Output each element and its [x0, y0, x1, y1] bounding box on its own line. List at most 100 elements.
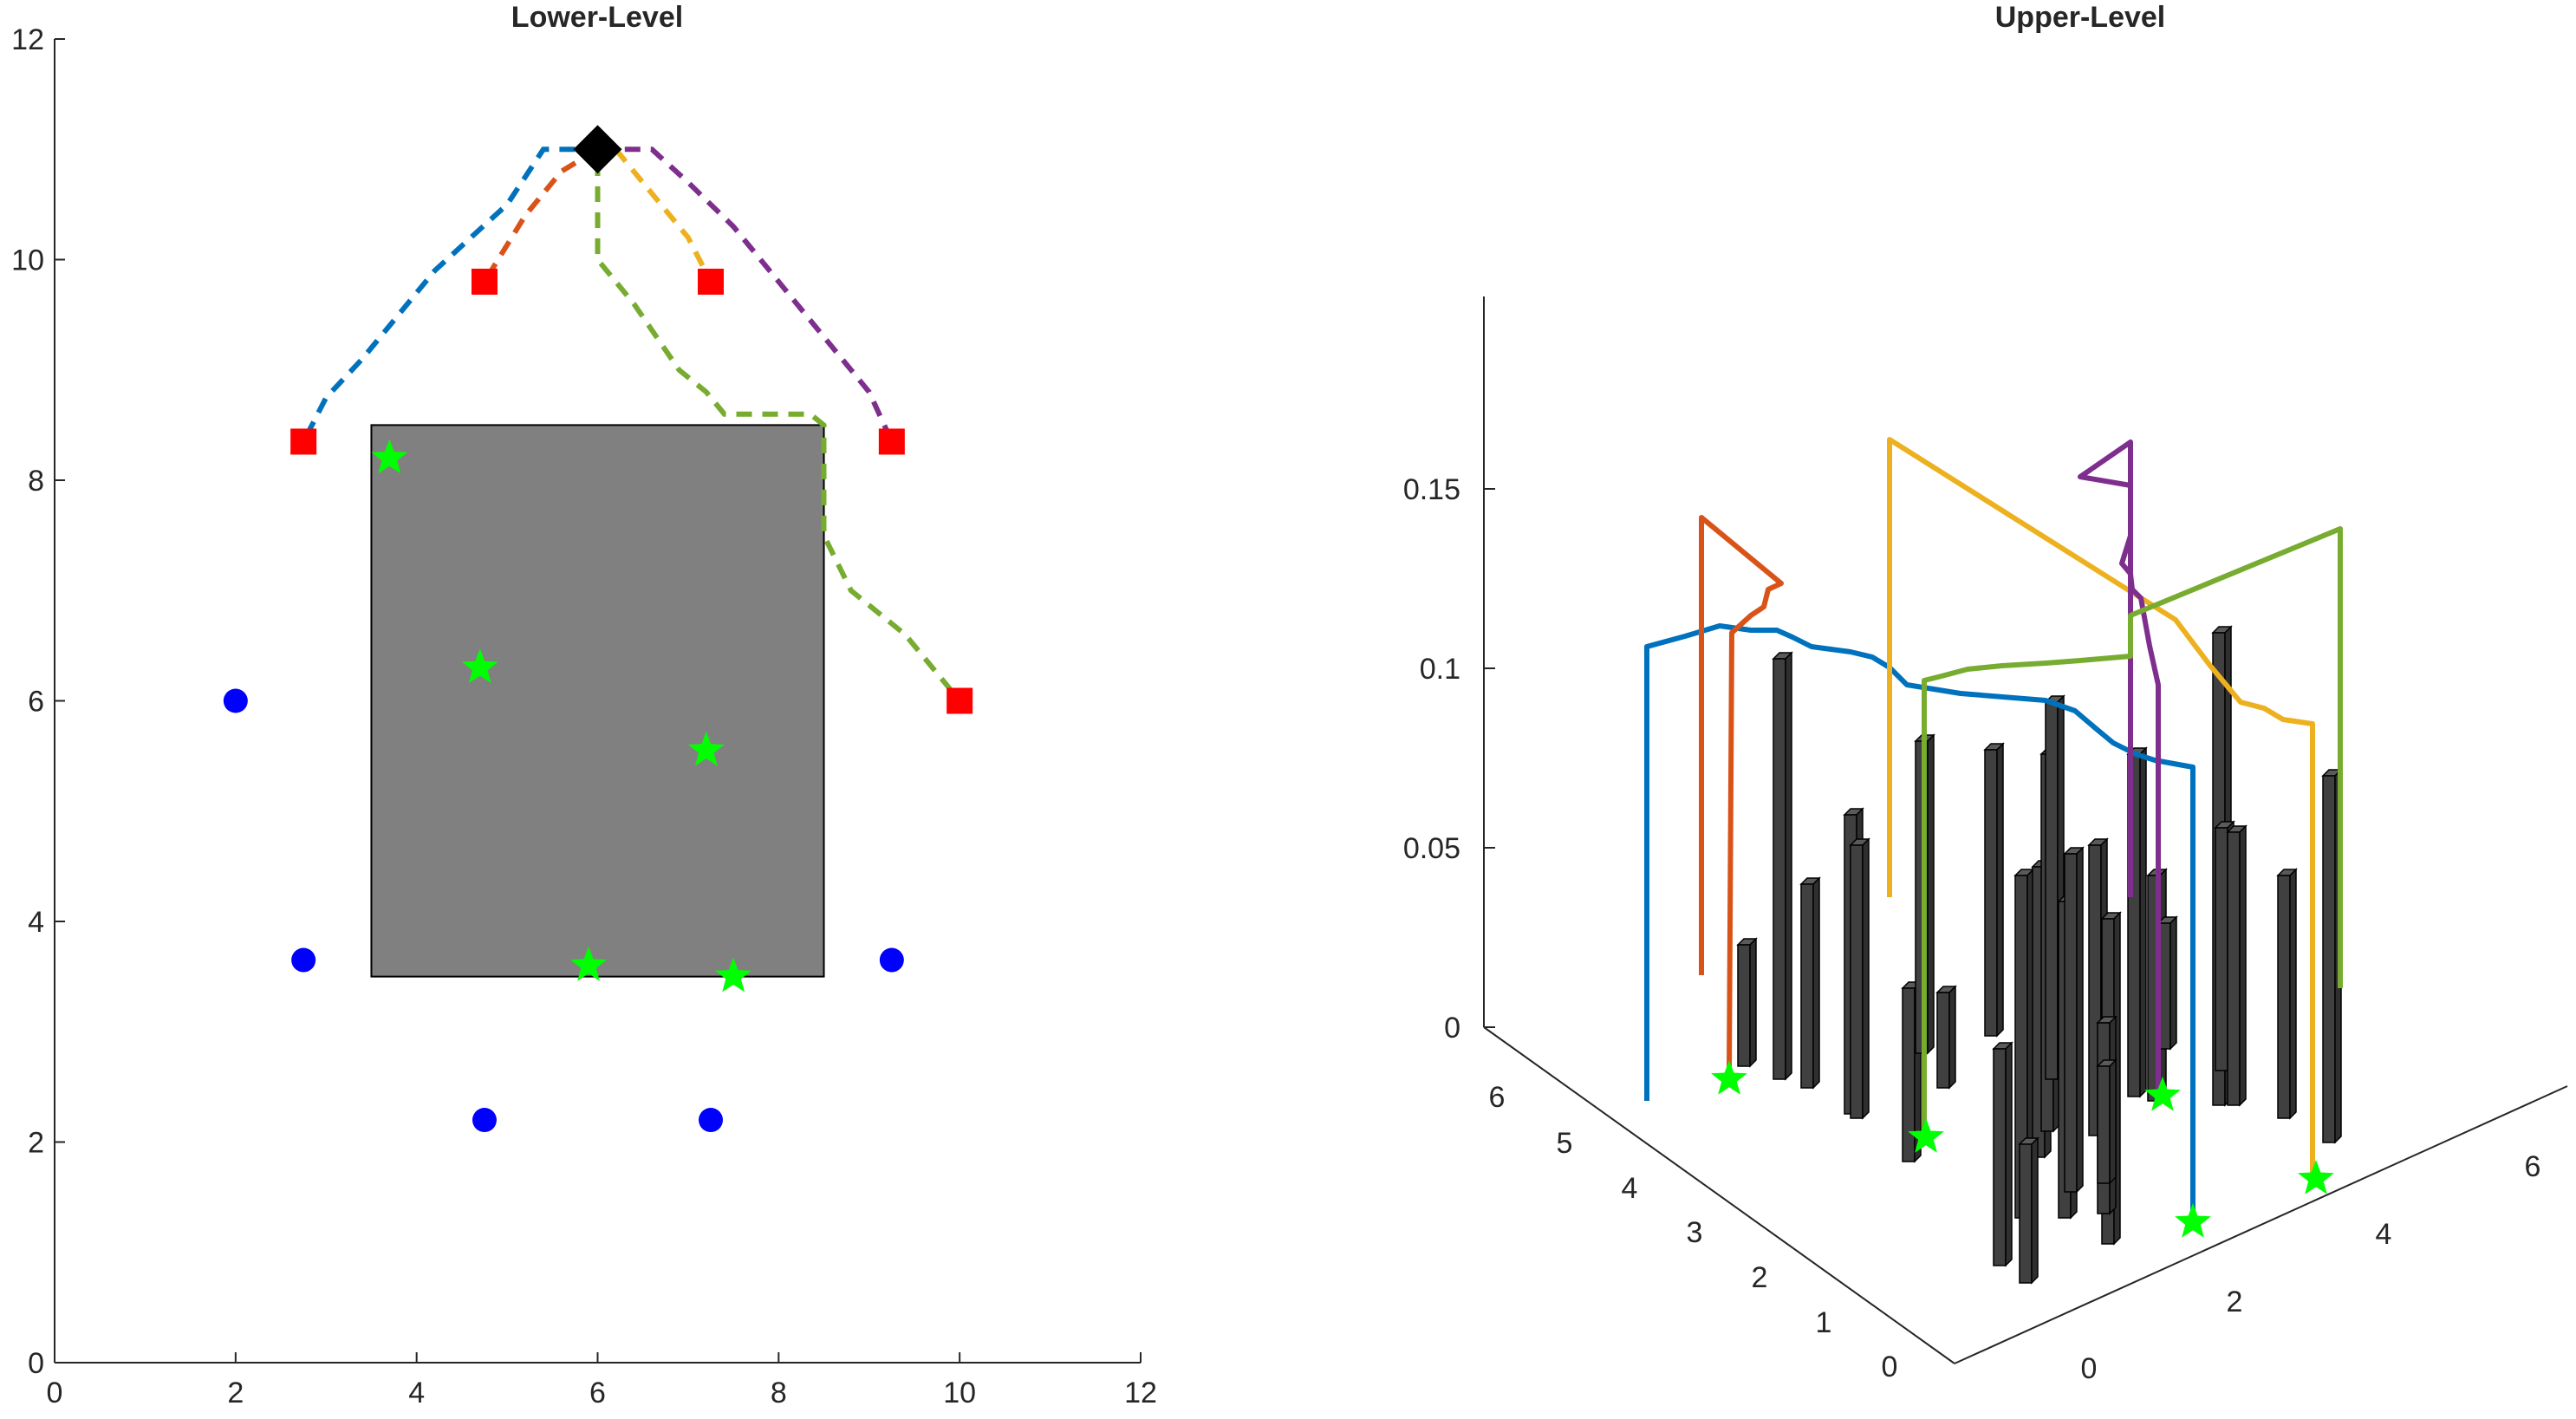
- y-tick-label: 0: [28, 1347, 44, 1380]
- y-tick-label: 4: [1622, 1172, 1638, 1205]
- circle-marker: [472, 1108, 497, 1133]
- upper-level-axes: 0 0.05 0.1 0.15 0 1 2 3 4 5 6 0 2 4 6: [1403, 296, 2568, 1385]
- star-marker: [1908, 1118, 1944, 1153]
- upper-path-5: [1922, 526, 2343, 1140]
- x-tick-label: 6: [2525, 1150, 2541, 1183]
- y-tick-label: 3: [1687, 1216, 1703, 1249]
- square-marker: [878, 428, 905, 455]
- obstacle-rect: [370, 424, 825, 978]
- bar-front: [1993, 1048, 2007, 1266]
- star-marker: [570, 946, 607, 981]
- bar-side: [2076, 846, 2084, 1194]
- upper-level-plot-area: [1644, 437, 2343, 1285]
- bar-front: [2045, 701, 2059, 1080]
- x-tick-label: 0: [2081, 1352, 2098, 1385]
- y-tick-label: 12: [11, 23, 44, 56]
- bar-front: [1902, 987, 1916, 1162]
- upper-path-2: [1699, 515, 1784, 1071]
- x-tick-label: 4: [408, 1377, 425, 1409]
- bar-front: [2227, 831, 2241, 1106]
- bar-front: [1984, 749, 1998, 1037]
- square-marker: [698, 268, 725, 295]
- lower-level-plot-area: [223, 125, 973, 1133]
- bar-front: [1773, 658, 1786, 1080]
- lower-path-1: [301, 146, 576, 443]
- x-tick-label: 8: [771, 1377, 787, 1409]
- x-axis-line: [1954, 1085, 2568, 1364]
- y-tick-label: 2: [28, 1127, 44, 1160]
- lower-level-axes: 0 2 4 6 8 10 12 0 2 4 6 8 10 12: [11, 23, 1157, 1409]
- bar-side: [2239, 824, 2247, 1107]
- z-tick-label: 0: [1444, 1012, 1460, 1045]
- square-marker: [946, 687, 973, 714]
- x-tick-label: 4: [2376, 1218, 2392, 1251]
- y-tick-label: 4: [28, 906, 44, 939]
- z-tick-label: 0.1: [1420, 653, 1460, 686]
- star-marker: [2144, 1077, 2181, 1111]
- lower-level-title: Lower-Level: [511, 1, 683, 34]
- square-marker: [290, 428, 317, 455]
- y-tick-label: 8: [28, 465, 44, 498]
- x-tick-label: 10: [943, 1377, 976, 1409]
- y-tick-label: 6: [1489, 1081, 1506, 1114]
- star-marker: [715, 957, 751, 993]
- lower-path-2: [482, 146, 600, 283]
- x-tick-label: 12: [1124, 1377, 1157, 1409]
- y-axis-line: [1483, 1026, 1955, 1364]
- bar-side: [2031, 1136, 2039, 1285]
- circle-marker: [291, 947, 316, 973]
- y-tick-label: 5: [1557, 1127, 1573, 1160]
- bar-front: [1850, 844, 1864, 1119]
- bar-side: [2005, 1041, 2013, 1267]
- y-tick-label: 0: [1882, 1351, 1898, 1383]
- upper-path-4: [2078, 439, 2161, 1097]
- lower-level-panel: Lower-Level 0 2 4 6 8 10 12 0 2 4 6 8 10 12: [11, 1, 1157, 1409]
- x-tick-label: 0: [47, 1377, 63, 1409]
- square-marker: [471, 268, 498, 295]
- star-marker: [461, 648, 498, 684]
- star-marker: [371, 439, 408, 474]
- bar-side: [1862, 837, 1870, 1120]
- depot-diamond: [573, 125, 622, 174]
- bar-front: [1936, 992, 1950, 1089]
- circle-marker: [223, 688, 248, 713]
- x-tick-label: 6: [589, 1377, 606, 1409]
- bar-side: [1948, 985, 1956, 1090]
- lower-path-3: [614, 147, 713, 283]
- bar-front: [2064, 853, 2078, 1193]
- star-marker: [2298, 1160, 2334, 1194]
- star-marker: [2175, 1203, 2211, 1238]
- bar-front: [2322, 775, 2336, 1143]
- bar-front: [2215, 827, 2228, 1071]
- bar-side: [2109, 1058, 2117, 1185]
- star-marker: [1711, 1060, 1747, 1095]
- bar-side: [2139, 746, 2147, 1098]
- circle-marker: [699, 1108, 724, 1133]
- x-tick-label: 2: [2227, 1286, 2243, 1318]
- bar-side: [1785, 651, 1792, 1081]
- bar-front: [2097, 1065, 2111, 1184]
- upper-path-3: [1887, 437, 2315, 1181]
- bar-front: [2277, 875, 2291, 1119]
- bar-side: [1927, 733, 1935, 1055]
- y-tick-label: 2: [1752, 1261, 1768, 1294]
- bar-front: [1800, 883, 1814, 1089]
- upper-level-panel: Upper-Level 0 0.05 0.1 0.15 0 1 2 3 4 5 6 0 2 4 6: [1403, 1, 2568, 1385]
- bar-side: [1996, 742, 2004, 1038]
- upper-level-title: Upper-Level: [1995, 1, 2166, 34]
- circle-marker: [879, 947, 904, 973]
- y-tick-label: 6: [28, 686, 44, 719]
- z-tick-label: 0.05: [1403, 832, 1460, 865]
- y-tick-label: 1: [1816, 1306, 1832, 1339]
- lower-path-5: [595, 160, 962, 703]
- lower-path-4: [624, 146, 894, 443]
- x-tick-label: 2: [227, 1377, 244, 1409]
- bar-front: [1737, 944, 1751, 1067]
- bar-side: [2289, 868, 2297, 1120]
- z-tick-label: 0.15: [1403, 473, 1460, 506]
- y-tick-label: 10: [11, 244, 44, 277]
- bar-front: [2019, 1143, 2033, 1284]
- star-marker: [687, 731, 725, 766]
- bar-side: [1749, 937, 1757, 1068]
- bar-side: [2169, 915, 2177, 1051]
